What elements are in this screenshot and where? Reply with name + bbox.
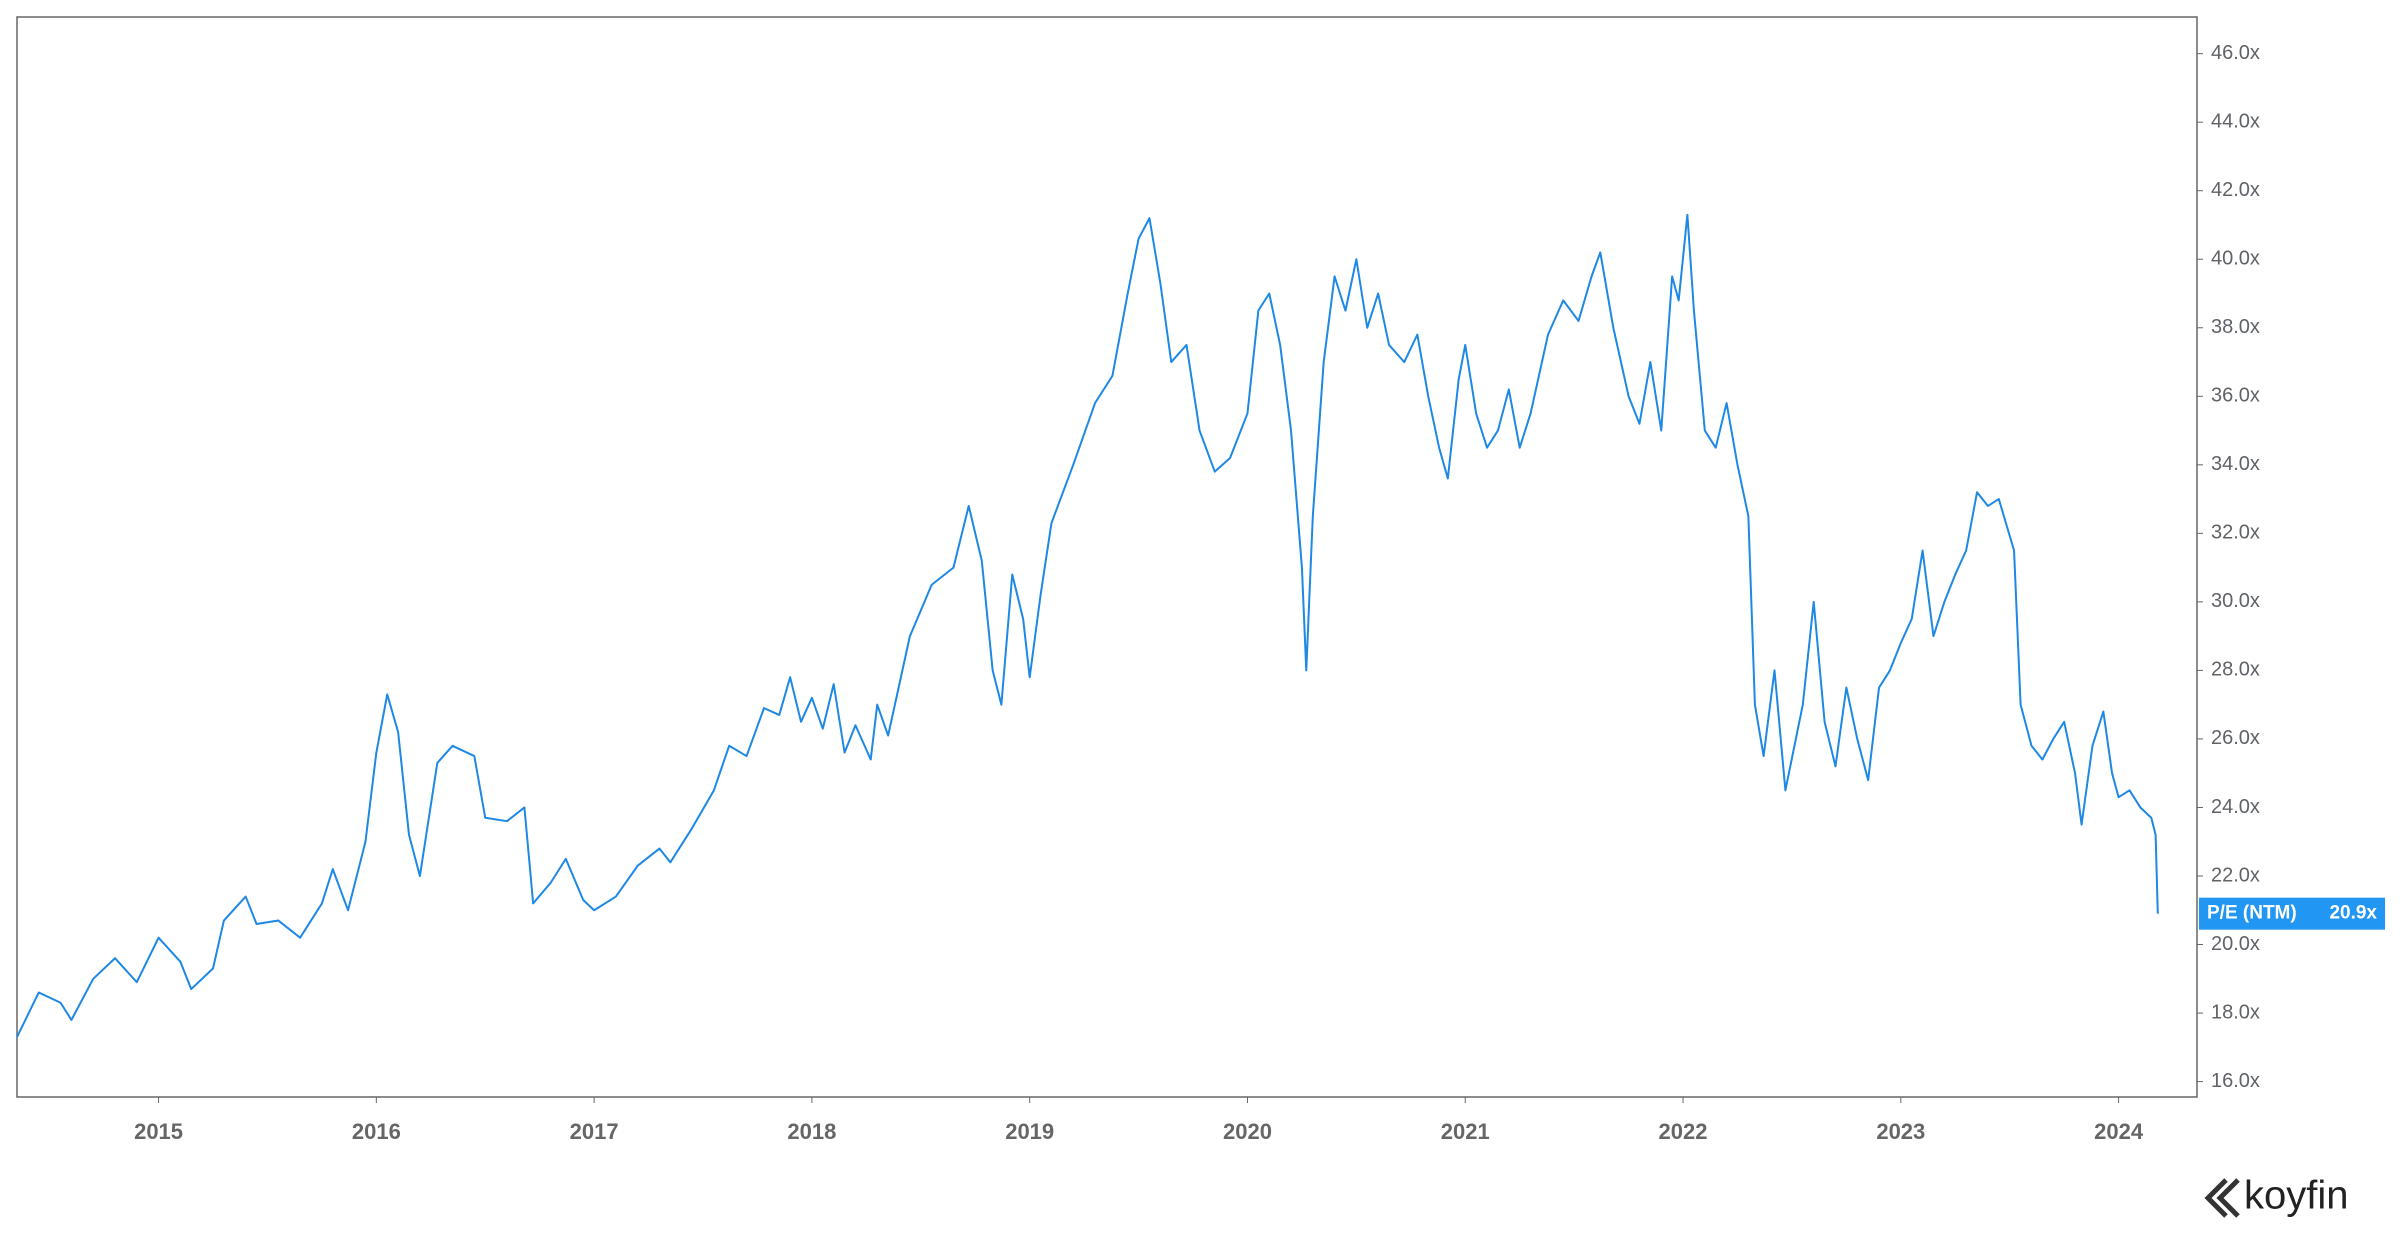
x-tick-label: 2015 — [134, 1119, 183, 1144]
y-tick-label: 30.0x — [2211, 590, 2260, 612]
y-tick-label: 18.0x — [2211, 1001, 2260, 1023]
x-tick-label: 2019 — [1005, 1119, 1054, 1144]
y-tick-label: 40.0x — [2211, 248, 2260, 270]
y-tick-label: 34.0x — [2211, 453, 2260, 475]
x-tick-label: 2024 — [2094, 1119, 2144, 1144]
x-tick-label: 2023 — [1876, 1119, 1925, 1144]
x-tick-label: 2020 — [1223, 1119, 1272, 1144]
badge-background — [2199, 897, 2385, 930]
plot-frame — [16, 16, 2198, 1098]
y-tick-label: 24.0x — [2211, 796, 2260, 818]
brand-name: koyfin — [2244, 1174, 2349, 1218]
y-tick-label: 26.0x — [2211, 727, 2260, 749]
badge-value-label: 20.9x — [2329, 903, 2377, 924]
badge-series-name: P/E (NTM) — [2207, 903, 2297, 924]
y-tick-label: 42.0x — [2211, 179, 2260, 201]
brand-icon — [2204, 1178, 2240, 1218]
y-tick-label: 44.0x — [2211, 110, 2260, 132]
x-tick-label: 2017 — [570, 1119, 619, 1144]
y-tick-label: 46.0x — [2211, 42, 2260, 64]
x-tick-label: 2021 — [1441, 1119, 1490, 1144]
y-tick-label: 20.0x — [2211, 933, 2260, 955]
y-tick-label: 36.0x — [2211, 385, 2260, 407]
x-tick-label: 2018 — [787, 1119, 836, 1144]
y-tick-label: 38.0x — [2211, 316, 2260, 338]
y-tick-label: 16.0x — [2211, 1070, 2260, 1092]
x-tick-label: 2016 — [352, 1119, 401, 1144]
x-tick-label: 2022 — [1659, 1119, 1708, 1144]
y-tick-label: 28.0x — [2211, 659, 2260, 681]
y-tick-label: 22.0x — [2211, 864, 2260, 886]
brand-logo: koyfin — [2204, 1174, 2349, 1218]
y-tick-label: 32.0x — [2211, 522, 2260, 544]
last-value-badge: P/E (NTM) 20.9x — [2199, 897, 2385, 930]
series-line — [16, 213, 2159, 1038]
